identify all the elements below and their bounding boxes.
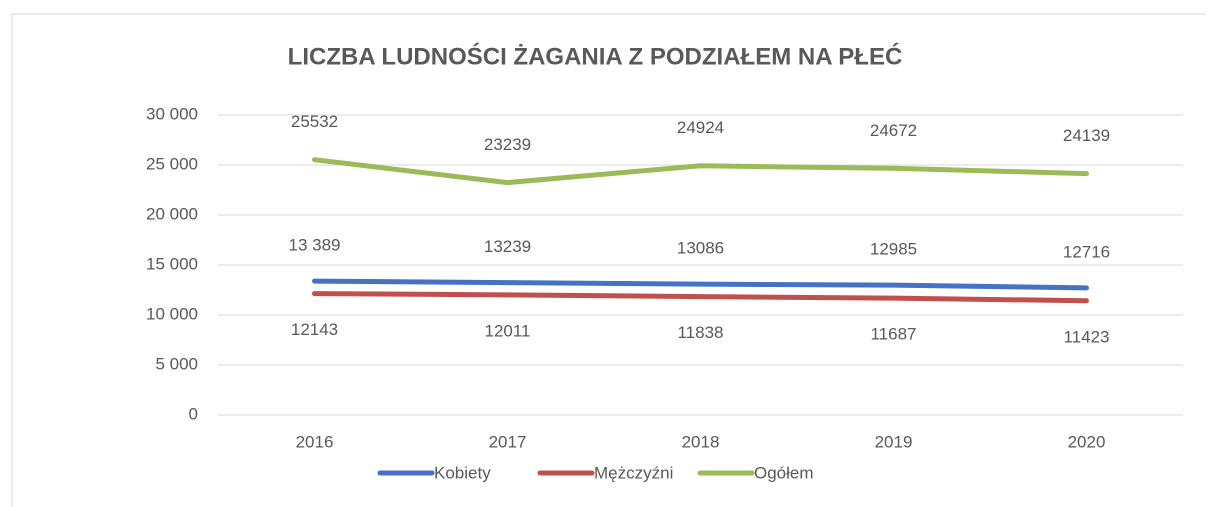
data-label: 12716 xyxy=(1063,242,1110,261)
y-tick-label: 15 000 xyxy=(146,254,198,273)
y-tick-label: 5 000 xyxy=(155,354,198,373)
data-label: 12143 xyxy=(291,320,338,339)
chart-title: LICZBA LUDNOŚCI ŻAGANIA Z PODZIAŁEM NA P… xyxy=(288,42,903,70)
series-line xyxy=(312,291,1089,304)
data-label: 24672 xyxy=(870,121,917,140)
series-line xyxy=(312,278,1089,291)
x-tick-label: 2017 xyxy=(489,432,527,451)
y-tick-label: 20 000 xyxy=(146,204,198,223)
data-label: 23239 xyxy=(484,135,531,154)
data-label: 13239 xyxy=(484,237,531,256)
data-label: 12011 xyxy=(484,321,530,340)
data-label: 13086 xyxy=(677,239,724,258)
y-tick-label: 25 000 xyxy=(146,154,198,173)
legend-label: Ogółem xyxy=(754,463,814,482)
data-label: 25532 xyxy=(291,112,338,131)
x-tick-label: 2016 xyxy=(296,432,334,451)
x-tick-label: 2020 xyxy=(1068,432,1106,451)
data-label: 11687 xyxy=(870,325,916,344)
data-label: 24924 xyxy=(677,118,724,137)
legend-label: Mężczyźni xyxy=(594,463,673,482)
x-tick-label: 2019 xyxy=(875,432,913,451)
chart-border xyxy=(11,13,1206,507)
series-line xyxy=(312,157,1089,186)
y-tick-label: 0 xyxy=(189,404,198,423)
data-label: 11423 xyxy=(1063,327,1109,346)
legend-label: Kobiety xyxy=(434,463,491,482)
data-label: 12985 xyxy=(870,240,917,259)
y-tick-label: 30 000 xyxy=(146,104,198,123)
x-tick-label: 2018 xyxy=(682,432,720,451)
data-label: 13 389 xyxy=(289,236,341,255)
y-tick-label: 10 000 xyxy=(146,304,198,323)
data-label: 11838 xyxy=(677,323,723,342)
data-label: 24139 xyxy=(1063,126,1110,145)
